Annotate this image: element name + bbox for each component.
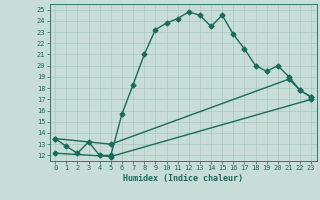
X-axis label: Humidex (Indice chaleur): Humidex (Indice chaleur) — [123, 174, 243, 183]
